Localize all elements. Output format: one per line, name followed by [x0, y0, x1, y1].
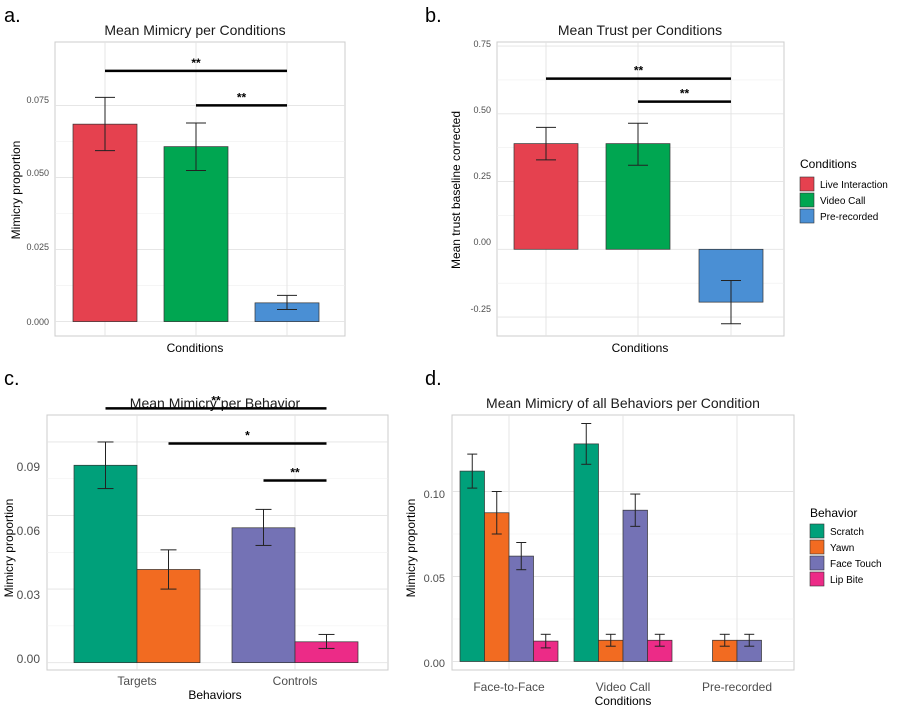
- bar-d-1-0: [484, 512, 510, 662]
- y-tick-a-0: 0.000: [26, 317, 49, 327]
- y-tick-a-1: 0.025: [26, 242, 49, 252]
- y-tick-d-1: 0.05: [424, 573, 445, 585]
- y-tick-b-0: -0.25: [470, 304, 491, 314]
- bar-a-0: [72, 123, 138, 322]
- bars-d: [459, 423, 762, 662]
- panel-letter-b: b.: [425, 5, 442, 27]
- bars-c: [73, 441, 359, 663]
- y-tick-c-2: 0.06: [17, 524, 41, 538]
- chart-c-title: Mean Mimicry per Behavior: [130, 395, 301, 411]
- y-axis-label-b: Mean trust baseline corrected: [449, 111, 463, 269]
- sig-b-1-label: **: [680, 87, 690, 101]
- bar-d-0-0: [459, 470, 485, 662]
- legend-d-title: Behavior: [810, 506, 857, 520]
- x-tick-c-0: Targets: [117, 674, 156, 688]
- chart-panel-b: Mean Trust per Conditions ** ** -0.25 0.0…: [449, 22, 888, 355]
- legend-d-key-scratch: [809, 523, 825, 539]
- chart-b-title: Mean Trust per Conditions: [558, 22, 722, 38]
- bar-c-0: [73, 464, 138, 663]
- legend-d-key-lip-bite: [809, 571, 825, 587]
- bar-d-2-0: [508, 555, 534, 662]
- legend-b-label-pre: Pre-recorded: [820, 212, 878, 223]
- y-tick-b-1: 0.00: [473, 237, 491, 247]
- y-tick-b-4: 0.75: [473, 39, 491, 49]
- legend-b-title: Conditions: [800, 157, 857, 171]
- x-axis-label-a: Conditions: [167, 341, 224, 355]
- bar-b-0: [513, 143, 579, 250]
- y-tick-c-3: 0.09: [17, 460, 41, 474]
- x-axis-label-b: Conditions: [612, 341, 669, 355]
- sig-c-1-label: *: [245, 428, 250, 442]
- bars-b: [513, 122, 764, 325]
- panel-letter-d: d.: [425, 368, 442, 390]
- significance-a: ** **: [105, 56, 287, 107]
- y-tick-a-3: 0.075: [26, 95, 49, 105]
- chart-panel-d: Mean Mimicry of all Behaviors per Condit…: [404, 395, 882, 708]
- bar-d-0-1: [573, 443, 599, 662]
- legend-d-key-yawn: [809, 539, 825, 555]
- sig-a-1-label: **: [237, 90, 247, 104]
- y-tick-b-2: 0.25: [473, 171, 491, 181]
- x-axis-label-d: Conditions: [595, 694, 652, 708]
- panel-letter-c: c.: [4, 368, 20, 390]
- bar-c-2: [231, 527, 296, 663]
- y-tick-c-1: 0.03: [17, 588, 41, 602]
- sig-a-0-label: **: [191, 56, 201, 70]
- bars-a: [72, 96, 320, 322]
- chart-panel-c: Mean Mimicry per Behavior ***** 0.00 0.0…: [2, 393, 389, 702]
- chart-a-title: Mean Mimicry per Conditions: [104, 22, 285, 38]
- y-tick-a-2: 0.050: [26, 168, 49, 178]
- legend-d-label-scratch: Scratch: [830, 527, 864, 538]
- y-axis-label-c: Mimicry proportion: [2, 499, 16, 598]
- y-tick-d-0: 0.00: [424, 658, 445, 670]
- x-tick-c-1: Controls: [273, 674, 318, 688]
- bar-d-2-1: [622, 509, 648, 662]
- x-axis-label-c: Behaviors: [188, 688, 241, 702]
- significance-b: ** **: [546, 64, 731, 103]
- legend-b-label-video: Video Call: [820, 196, 865, 207]
- y-tick-d-2: 0.10: [424, 489, 445, 501]
- legend-d-label-face-touch: Face Touch: [830, 559, 882, 570]
- sig-b-0-label: **: [634, 64, 644, 78]
- legend-d-key-face-touch: [809, 555, 825, 571]
- y-tick-b-3: 0.50: [473, 105, 491, 115]
- x-tick-d-2: Pre-recorded: [702, 680, 772, 694]
- sig-c-0-label: **: [211, 393, 221, 407]
- legend-b-key-live: [799, 176, 815, 192]
- legend-d-label-yawn: Yawn: [830, 543, 854, 554]
- chart-d-title: Mean Mimicry of all Behaviors per Condit…: [486, 395, 760, 411]
- legend-d: Behavior Scratch Yawn Face Touch Lip Bit…: [809, 506, 882, 587]
- legend-b-label-live: Live Interaction: [820, 180, 888, 191]
- legend-b-key-pre: [799, 208, 815, 224]
- legend-d-label-lip-bite: Lip Bite: [830, 575, 864, 586]
- significance-c: *****: [105, 393, 327, 482]
- x-tick-d-0: Face-to-Face: [473, 680, 545, 694]
- panel-letter-a: a.: [4, 5, 21, 27]
- sig-c-2-label: **: [290, 465, 300, 479]
- x-tick-d-1: Video Call: [596, 680, 650, 694]
- y-tick-c-0: 0.00: [17, 652, 41, 666]
- legend-b: Conditions Live Interaction Video Call P…: [799, 157, 888, 224]
- bar-a-1: [163, 146, 229, 322]
- y-axis-label-a: Mimicry proportion: [9, 141, 23, 240]
- y-axis-label-d: Mimicry proportion: [404, 499, 418, 598]
- chart-panel-a: Mean Mimicry per Conditions ** ** 0.000 0…: [9, 22, 346, 355]
- legend-b-key-video: [799, 192, 815, 208]
